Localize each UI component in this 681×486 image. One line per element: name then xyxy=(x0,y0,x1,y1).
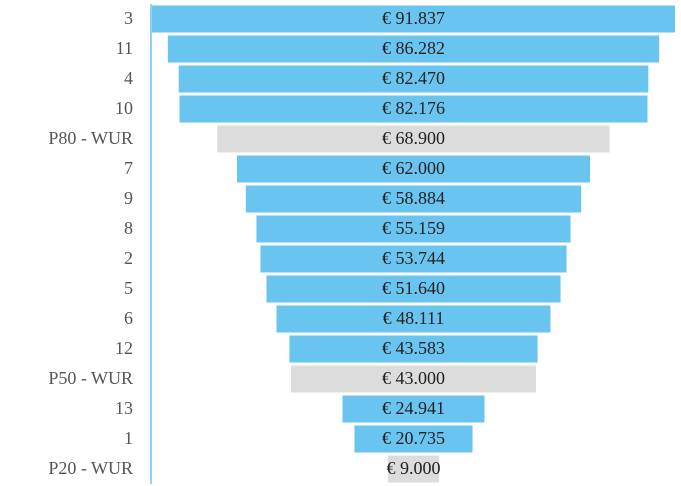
bar xyxy=(217,125,610,153)
value-label: € 62.000 xyxy=(382,158,445,178)
category-label: 5 xyxy=(124,278,133,298)
value-label: € 55.159 xyxy=(382,218,445,238)
value-label: € 86.282 xyxy=(382,38,445,58)
value-label: € 43.000 xyxy=(382,368,445,388)
value-label: € 68.900 xyxy=(382,128,445,148)
bar xyxy=(152,5,675,33)
value-label: € 48.111 xyxy=(383,308,445,328)
bar xyxy=(276,305,551,333)
value-label: € 24.941 xyxy=(382,398,445,418)
bar xyxy=(245,185,582,213)
category-label: 10 xyxy=(115,98,133,118)
value-label: € 43.583 xyxy=(382,338,445,358)
bar xyxy=(178,65,649,93)
bar xyxy=(266,275,561,303)
category-label: P80 - WUR xyxy=(48,128,133,148)
category-label: 8 xyxy=(124,218,133,238)
bar xyxy=(387,455,440,483)
bar xyxy=(342,395,485,423)
category-label: 3 xyxy=(124,8,133,28)
category-label: P50 - WUR xyxy=(48,368,133,388)
value-label: € 91.837 xyxy=(382,8,445,28)
value-label: € 82.176 xyxy=(382,98,445,118)
category-label: 2 xyxy=(124,248,133,268)
category-label: 1 xyxy=(124,428,133,448)
bar xyxy=(236,155,591,183)
bar xyxy=(179,95,648,123)
value-label: € 53.744 xyxy=(382,248,445,268)
bar xyxy=(167,35,660,63)
value-label: € 51.640 xyxy=(382,278,445,298)
value-label: € 82.470 xyxy=(382,68,445,88)
bar xyxy=(260,245,567,273)
category-label: P20 - WUR xyxy=(48,458,133,478)
category-label: 6 xyxy=(124,308,133,328)
category-label: 4 xyxy=(124,68,133,88)
category-label: 7 xyxy=(124,158,133,178)
category-label: 12 xyxy=(115,338,133,358)
bar xyxy=(354,425,473,453)
value-label: € 20.735 xyxy=(382,428,445,448)
bar xyxy=(291,365,536,393)
bar xyxy=(289,335,538,363)
bar xyxy=(256,215,571,243)
category-label: 13 xyxy=(115,398,133,418)
category-label: 11 xyxy=(116,38,133,58)
value-label: € 9.000 xyxy=(387,458,441,478)
value-label: € 58.884 xyxy=(382,188,445,208)
category-label: 9 xyxy=(124,188,133,208)
